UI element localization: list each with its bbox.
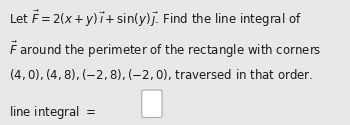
Text: line integral $=$: line integral $=$ xyxy=(9,104,96,121)
Text: $\vec{F}$ around the perimeter of the rectangle with corners: $\vec{F}$ around the perimeter of the re… xyxy=(9,40,321,60)
FancyBboxPatch shape xyxy=(142,90,162,118)
Text: $(4, 0), (4, 8), (-2, 8), (-2, 0)$, traversed in that order.: $(4, 0), (4, 8), (-2, 8), (-2, 0)$, trav… xyxy=(9,68,313,82)
Text: Let $\vec{F} = 2(x + y)\,\vec{\imath} + \sin(y)\,\vec{\jmath}$. Find the line in: Let $\vec{F} = 2(x + y)\,\vec{\imath} + … xyxy=(9,9,301,29)
